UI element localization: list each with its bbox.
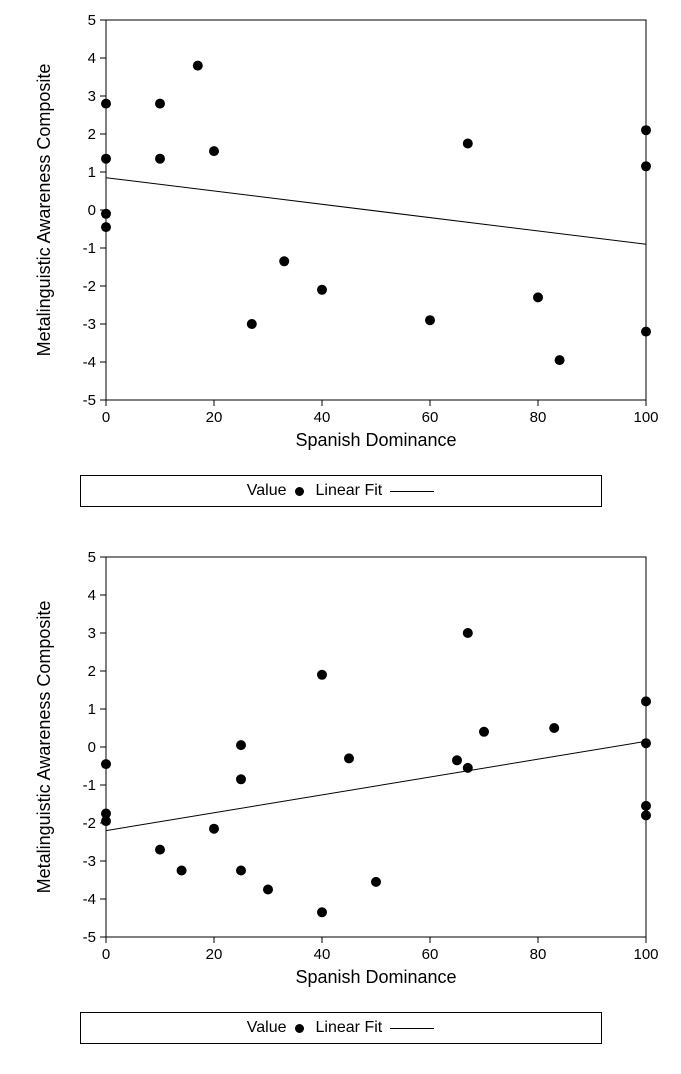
data-point xyxy=(209,146,219,156)
y-tick-label: -4 xyxy=(82,891,95,908)
legend-item-linearfit: Linear Fit xyxy=(316,1019,435,1037)
data-point xyxy=(101,154,111,164)
data-point xyxy=(279,256,289,266)
y-tick-label: 3 xyxy=(87,625,95,642)
dot-icon xyxy=(295,487,304,496)
y-tick-label: -2 xyxy=(82,278,95,295)
x-tick-label: 80 xyxy=(529,409,546,426)
legend-item-linearfit: Linear Fit xyxy=(316,482,435,500)
y-tick-label: -3 xyxy=(82,853,95,870)
legend-item-value: Value xyxy=(247,482,304,500)
data-point xyxy=(641,810,651,820)
data-point xyxy=(462,628,472,638)
data-point xyxy=(533,292,543,302)
y-tick-label: 0 xyxy=(87,739,95,756)
legend-item-value: Value xyxy=(247,1019,304,1037)
scatter-svg-bottom: 0 20 40 60 80 100 -5 -4 -3 -2 -1 0 1 2 3 4 5 Spanish Domi… xyxy=(16,547,666,997)
data-point xyxy=(371,877,381,887)
y-tick-label: 4 xyxy=(87,587,95,604)
x-tick-label: 0 xyxy=(101,409,109,426)
y-tick-label: 2 xyxy=(87,663,95,680)
y-tick-label: 3 xyxy=(87,88,95,105)
data-point xyxy=(236,774,246,784)
data-point xyxy=(101,209,111,219)
y-tick-label: -5 xyxy=(82,392,95,409)
data-point xyxy=(317,285,327,295)
data-point xyxy=(641,738,651,748)
data-point xyxy=(641,696,651,706)
y-tick-label: 5 xyxy=(87,12,95,29)
figure: 020406080100-5-4-3-2-1012345Spanish Domi… xyxy=(0,0,681,1074)
data-point xyxy=(344,753,354,763)
data-point xyxy=(317,670,327,680)
y-tick-label: -5 xyxy=(82,929,95,946)
data-point xyxy=(317,907,327,917)
data-point xyxy=(236,866,246,876)
x-tick-label: 20 xyxy=(205,946,222,963)
legend-label: Value xyxy=(247,1019,287,1037)
legend-label: Linear Fit xyxy=(316,1019,383,1037)
x-tick-label: 40 xyxy=(313,946,330,963)
y-tick-label: 4 xyxy=(87,50,95,67)
legend-box-top: Value Linear Fit xyxy=(80,475,602,507)
data-point xyxy=(246,319,256,329)
x-tick-label: 60 xyxy=(421,946,438,963)
data-point xyxy=(641,125,651,135)
data-point xyxy=(101,222,111,232)
line-icon xyxy=(390,1028,434,1029)
data-point xyxy=(176,866,186,876)
data-point xyxy=(101,99,111,109)
x-tick-label: 80 xyxy=(529,946,546,963)
data-point xyxy=(236,740,246,750)
x-axis-label: Spanish Dominance xyxy=(295,967,456,987)
line-icon xyxy=(390,491,434,492)
data-point xyxy=(155,99,165,109)
x-tick-label: 60 xyxy=(421,409,438,426)
y-axis-label: Metalinguistic Awareness Composite xyxy=(34,601,54,894)
scatter-panel-bottom: 0 20 40 60 80 100 -5 -4 -3 -2 -1 0 1 2 3 4 5 Spanish Domi… xyxy=(16,547,666,1002)
data-point xyxy=(479,727,489,737)
y-axis-label: Metalinguistic Awareness Composite xyxy=(34,64,54,357)
x-tick-label: 20 xyxy=(205,409,222,426)
y-tick-label: -2 xyxy=(82,815,95,832)
data-point xyxy=(641,327,651,337)
legend-box-bottom: Value Linear Fit xyxy=(80,1012,602,1044)
data-point xyxy=(554,355,564,365)
x-tick-label: 100 xyxy=(633,946,658,963)
scatter-svg-top: 0 20 40 60 80 100 -5 -4 -3 -2 -1 0 1 2 3 4 5 Spanish Domi… xyxy=(16,10,666,460)
y-tick-label: 2 xyxy=(87,126,95,143)
data-point xyxy=(641,801,651,811)
data-point xyxy=(462,763,472,773)
data-point xyxy=(192,61,202,71)
legend-label: Linear Fit xyxy=(316,482,383,500)
data-point xyxy=(462,139,472,149)
x-tick-label: 40 xyxy=(313,409,330,426)
data-point xyxy=(549,723,559,733)
data-point xyxy=(452,755,462,765)
y-tick-label: -3 xyxy=(82,316,95,333)
data-point xyxy=(101,816,111,826)
x-tick-label: 100 xyxy=(633,409,658,426)
plot-area xyxy=(106,20,646,400)
y-tick-label: 1 xyxy=(87,701,95,718)
y-tick-label: 1 xyxy=(87,164,95,181)
data-point xyxy=(263,885,273,895)
data-point xyxy=(101,759,111,769)
y-tick-label: 5 xyxy=(87,549,95,566)
data-point xyxy=(425,315,435,325)
y-tick-label: -4 xyxy=(82,354,95,371)
data-point xyxy=(209,824,219,834)
x-tick-label: 0 xyxy=(101,946,109,963)
y-tick-label: 0 xyxy=(87,202,95,219)
data-point xyxy=(641,161,651,171)
legend-label: Value xyxy=(247,482,287,500)
x-axis-label: Spanish Dominance xyxy=(295,430,456,450)
dot-icon xyxy=(295,1024,304,1033)
y-tick-label: -1 xyxy=(82,240,95,257)
scatter-panel-top: 0 20 40 60 80 100 -5 -4 -3 -2 -1 0 1 2 3 4 5 Spanish Domi… xyxy=(16,10,666,465)
y-tick-label: -1 xyxy=(82,777,95,794)
data-point xyxy=(155,154,165,164)
data-point xyxy=(155,845,165,855)
